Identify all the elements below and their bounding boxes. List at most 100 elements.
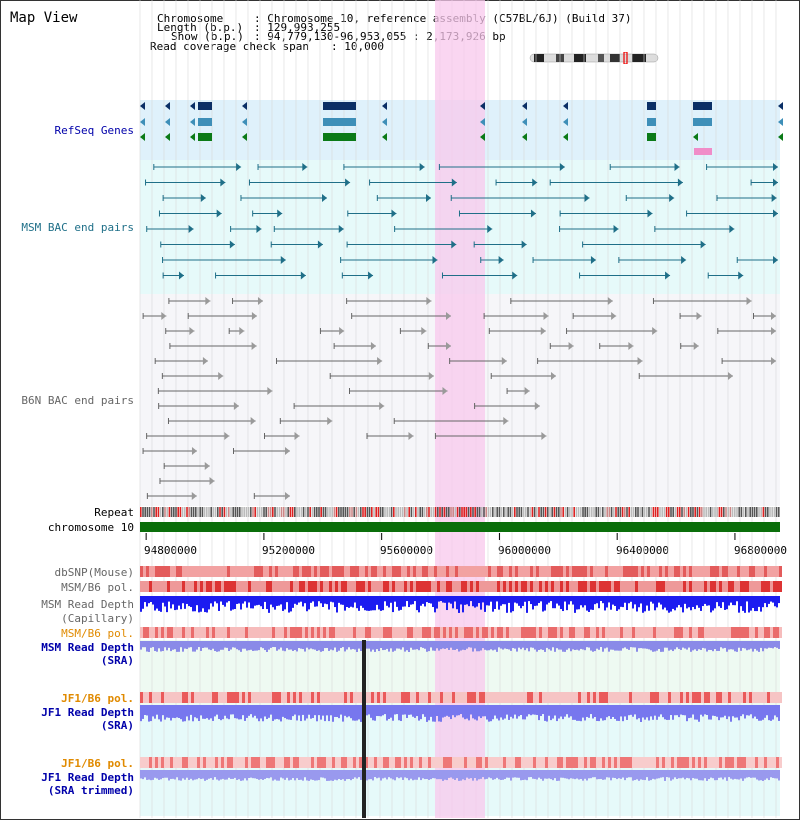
read-depth-bar: [270, 596, 272, 605]
read-depth-bar: [328, 596, 330, 610]
track-label-jf1-depth-sra[interactable]: JF1 Read Depth: [41, 706, 134, 719]
track-label-dbsnp[interactable]: dbSNP(Mouse): [54, 566, 134, 579]
polymorphism-heat-cell: [290, 566, 293, 577]
polymorphism-heat-cell: [401, 757, 404, 768]
polymorphism-heat-cell: [293, 627, 296, 638]
read-depth-bar: [190, 705, 192, 715]
read-depth-bar: [466, 770, 468, 778]
track-label-msm-depth-capillary[interactable]: MSM Read Depth: [41, 598, 134, 611]
read-depth-bar: [496, 705, 498, 719]
b6n-bac-end-arrow: [257, 297, 263, 305]
polymorphism-heat-cell: [335, 566, 338, 577]
repeat-element: [465, 507, 468, 517]
polymorphism-heat-cell: [410, 627, 413, 638]
track-label-msm-depth-sra[interactable]: MSM Read Depth: [41, 641, 134, 654]
read-depth-bar: [218, 596, 220, 611]
read-depth-bar: [140, 596, 142, 612]
read-depth-bar: [728, 596, 730, 606]
track-label-msm-b6-pol-2[interactable]: MSM/B6 pol.: [61, 627, 134, 640]
track-label-msm-bac[interactable]: MSM BAC end pairs: [21, 221, 134, 234]
read-depth-bar: [156, 705, 158, 715]
read-depth-bar: [404, 596, 406, 607]
b6n-bac-end-arrow: [727, 372, 733, 380]
read-depth-bar: [344, 705, 346, 716]
track-label-jf1-depth-trimmed[interactable]: JF1 Read Depth: [41, 771, 134, 784]
read-depth-bar: [744, 596, 746, 613]
read-depth-bar: [410, 596, 412, 605]
track-label-jf1-b6-pol-2[interactable]: JF1/B6 pol.: [61, 757, 134, 770]
read-depth-bar: [680, 705, 682, 715]
gene-arrow: [778, 102, 783, 110]
read-depth-bar: [218, 770, 220, 781]
polymorphism-heat-cell: [152, 581, 155, 592]
polymorphism-heat-cell: [743, 627, 746, 638]
chromosome-ideogram[interactable]: [528, 52, 660, 64]
polymorphism-heat-cell: [560, 566, 563, 577]
read-depth-bar: [624, 770, 626, 781]
polymorphism-heat-cell: [152, 757, 155, 768]
read-depth-bar: [166, 705, 168, 718]
read-depth-bar: [184, 596, 186, 609]
polymorphism-heat-cell: [296, 581, 299, 592]
read-depth-bar: [620, 641, 622, 651]
polymorphism-heat-cell: [224, 692, 227, 703]
track-label-b6n-bac[interactable]: B6N BAC end pairs: [21, 394, 134, 407]
polymorphism-heat-cell: [455, 627, 458, 638]
repeat-element: [335, 507, 338, 517]
polymorphism-heat-cell: [494, 627, 497, 638]
repeat-element: [705, 507, 707, 517]
read-depth-bar: [262, 596, 264, 610]
read-depth-bar: [664, 705, 666, 720]
read-depth-bar: [208, 596, 210, 610]
chromosome-bar: [140, 522, 780, 532]
polymorphism-heat-cell: [680, 757, 683, 768]
repeat-element: [500, 507, 503, 517]
track-label-repeat[interactable]: Repeat: [94, 506, 134, 519]
read-depth-bar: [616, 705, 618, 721]
polymorphism-heat-cell: [359, 566, 362, 577]
read-depth-bar: [294, 641, 296, 651]
read-depth-bar: [744, 770, 746, 779]
polymorphism-heat-cell: [404, 757, 407, 768]
read-depth-bar: [760, 770, 762, 781]
read-depth-bar: [490, 705, 492, 722]
gene-arrow: [242, 118, 247, 126]
polymorphism-heat-cell: [308, 581, 311, 592]
read-depth-bar: [434, 770, 436, 779]
repeat-element: [199, 507, 201, 517]
polymorphism-heat-cell: [302, 581, 305, 592]
read-depth-bar: [550, 770, 552, 780]
read-depth-bar: [514, 641, 516, 649]
read-depth-bar: [502, 705, 504, 720]
read-depth-bar: [766, 641, 768, 649]
polymorphism-heat-cell: [395, 566, 398, 577]
read-depth-bar: [158, 596, 160, 611]
track-label-jf1-b6-pol[interactable]: JF1/B6 pol.: [61, 692, 134, 705]
track-label-msm-b6-pol[interactable]: MSM/B6 pol.: [61, 581, 134, 594]
repeat-element: [377, 507, 380, 517]
polymorphism-heat-cell: [668, 566, 671, 577]
track-label-refseq[interactable]: RefSeq Genes: [54, 124, 134, 137]
polymorphism-heat-cell: [380, 566, 383, 577]
polymorphism-heat-cell: [548, 566, 551, 577]
polymorphism-heat-cell: [341, 757, 344, 768]
read-depth-bar: [774, 705, 776, 716]
polymorphism-heat-cell: [374, 757, 377, 768]
read-depth-bar: [316, 705, 318, 722]
read-depth-bar: [342, 641, 344, 648]
read-depth-bar: [260, 770, 262, 780]
polymorphism-heat-cell: [317, 757, 320, 768]
read-depth-bar: [652, 705, 654, 720]
repeat-element: [657, 507, 659, 517]
polymorphism-heat-cell: [242, 566, 245, 577]
track-label-chromosome[interactable]: chromosome 10: [47, 521, 134, 534]
polymorphism-heat-cell: [611, 757, 614, 768]
polymorphism-heat-cell: [467, 692, 470, 703]
polymorphism-heat-cell: [689, 692, 692, 703]
polymorphism-heat-cell: [251, 627, 254, 638]
msm-bac-end-arrow: [302, 163, 308, 171]
read-depth-bar: [602, 641, 604, 652]
read-depth-bar: [704, 641, 706, 649]
polymorphism-heat-cell: [575, 692, 578, 703]
